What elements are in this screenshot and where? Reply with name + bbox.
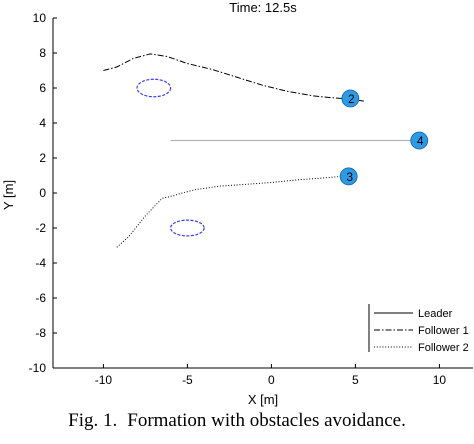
y-tick-label: -2: [35, 221, 46, 235]
chart-title: Time: 12.5s: [229, 0, 297, 15]
figure-caption-label: Fig. 1.: [68, 410, 118, 431]
series-line-2: [103, 53, 364, 102]
y-tick-label: -4: [35, 256, 46, 270]
x-tick-label: 5: [352, 373, 359, 387]
x-tick-label: -5: [182, 373, 193, 387]
x-tick-label: -10: [95, 373, 113, 387]
y-axis-label: Y [m]: [1, 180, 16, 210]
chart: 2 4 3 -10 -5 0 5 10 -10 -8 -6 -4 -2 0 2 4 6 8 10 Leader Fo…: [1, 0, 473, 407]
agent-marker-4: [410, 131, 429, 150]
agent-label-3: 3: [346, 170, 353, 184]
figure-caption: Fig. 1. Formation with obstacles avoidanc…: [0, 410, 474, 432]
y-tick-label: -10: [29, 361, 47, 375]
y-tick-label: -8: [35, 326, 46, 340]
x-tick-label: 0: [268, 373, 275, 387]
y-tick-label: 2: [39, 151, 46, 165]
legend-label-1: Leader: [418, 308, 453, 320]
legend-label-3: Follower 2: [418, 342, 469, 354]
agent-label-2: 2: [348, 92, 355, 106]
x-axis-label: X [m]: [248, 392, 278, 407]
y-tick-label: 6: [39, 81, 46, 95]
y-tick-label: 4: [39, 116, 46, 130]
agent-label-4: 4: [417, 134, 424, 148]
legend-label-2: Follower 1: [418, 325, 469, 337]
y-tick-label: 8: [39, 46, 46, 60]
series-line-3: [116, 175, 351, 248]
obstacle-1: [136, 78, 172, 98]
agent-marker-2: [341, 89, 360, 108]
y-tick-label: 10: [33, 11, 47, 25]
y-tick-label: 0: [39, 186, 46, 200]
figure-caption-text: Formation with obstacles avoidance.: [127, 410, 406, 431]
obstacle-2: [169, 219, 205, 237]
x-tick-label: 10: [433, 373, 447, 387]
y-tick-label: -6: [35, 291, 46, 305]
agent-marker-3: [339, 167, 358, 186]
